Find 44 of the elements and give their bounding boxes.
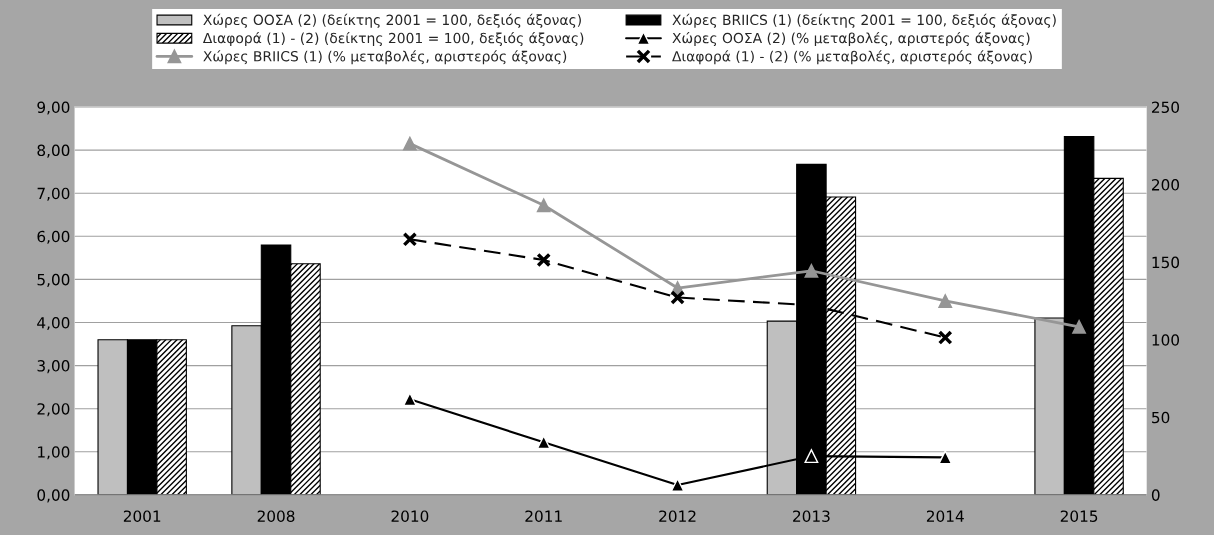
y2-tick-label: 250 <box>1152 101 1180 114</box>
x-tick-label: 2014 <box>926 510 964 522</box>
point <box>670 478 685 492</box>
point <box>402 136 417 151</box>
legend-label: Χώρες BRIICS (1) (% μεταβολές, αριστερός άξονας) <box>203 50 567 65</box>
x-tick-label: 2010 <box>391 510 429 522</box>
x-tick-label: 2015 <box>1060 510 1098 522</box>
y2-tick-label: 0 <box>1151 489 1160 501</box>
point <box>804 449 819 464</box>
point <box>937 330 953 345</box>
x-tick-label: 2013 <box>793 510 830 522</box>
y-tick-label: 1,00 <box>38 446 70 460</box>
point <box>536 198 551 213</box>
y-tick-label: 6,00 <box>37 230 70 244</box>
x-tick-label: 2011 <box>525 510 562 522</box>
x-tick-label: 2001 <box>123 510 161 522</box>
legend-label: Χώρες BRIICS (1) (δείκτης 2001 = 100, δεξιός άξονας) <box>672 13 1056 28</box>
y2-tick-label: 200 <box>1152 179 1180 191</box>
y-tick-label: 9,00 <box>37 101 70 115</box>
y2-tick-label: 50 <box>1152 411 1170 424</box>
point <box>804 263 819 278</box>
legend-label: Διαφορά (1) - (2) (% μεταβολές, αριστερός άξονας) <box>672 50 1032 65</box>
point <box>938 293 953 308</box>
point <box>1072 319 1087 334</box>
legend-label: Χώρες ΟΟΣΑ (2) (% μεταβολές, αριστερός άξονας) <box>672 31 1030 46</box>
legend-label: Διαφορά (1) - (2) (δείκτης 2001 = 100, δεξιός άξονας) <box>202 31 584 46</box>
y2-tick-label: 150 <box>1152 256 1180 269</box>
point <box>536 252 552 268</box>
y-tick-label: 7,00 <box>37 187 70 201</box>
x-tick-label: 2008 <box>257 510 295 522</box>
point <box>402 232 418 247</box>
y2-tick-label: 100 <box>1152 334 1180 346</box>
x-tick-label: 2012 <box>659 510 696 522</box>
point <box>536 435 551 450</box>
y-tick-label: 4,00 <box>37 316 70 331</box>
point <box>402 392 417 407</box>
legend-label: Χώρες ΟΟΣΑ (2) (δείκτης 2001 = 100, δεξιός άξονας) <box>203 13 581 28</box>
y-tick-label: 8,00 <box>37 144 70 158</box>
y-tick-label: 5,00 <box>37 273 70 287</box>
y-tick-label: 0,00 <box>37 489 70 503</box>
y-tick-label: 3,00 <box>37 360 70 374</box>
y-tick-label: 2,00 <box>37 403 70 417</box>
point <box>670 290 685 305</box>
point <box>938 450 953 465</box>
